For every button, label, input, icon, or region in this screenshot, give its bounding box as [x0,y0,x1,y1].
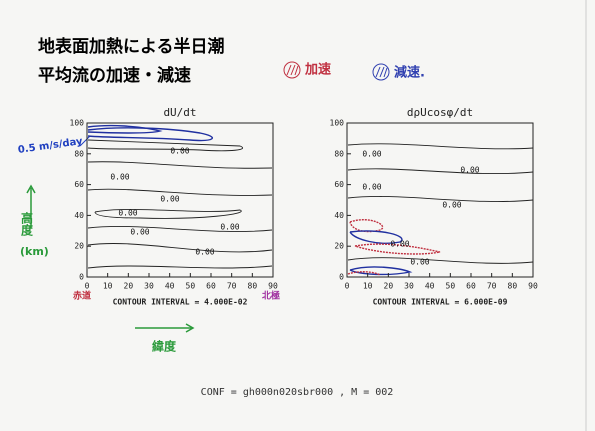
plot-title: dU/dt [163,106,196,119]
y-tick-label: 40 [334,211,344,220]
contour-label: 0.00 [390,240,409,249]
footer: CONF = gh000n020sbr000 , M = 002 [201,387,394,398]
x-tick-label: 20 [384,282,394,291]
x-tick-label: 90 [528,282,538,291]
note-arrow [79,135,91,147]
y-tick-label: 0 [79,273,84,282]
contour [87,124,163,134]
contour [347,143,534,150]
y-tick-label: 60 [334,180,344,189]
contour [87,226,273,232]
contour [87,139,243,152]
decel-symbol [372,63,390,81]
x-tick-label: 50 [186,282,196,291]
latitude-note: 緯度 [152,339,177,354]
x-tick-label: 30 [404,282,414,291]
contour [347,271,381,276]
x-tick-label: 80 [248,282,258,291]
x-tick-label: 0 [345,282,350,291]
x-tick-label: 60 [206,282,216,291]
height-unit: (km) [20,245,49,258]
y-tick-label: 60 [74,180,84,189]
y-tick-label: 80 [334,149,344,158]
contour-label: 0.00 [410,258,429,267]
contour [87,265,273,269]
contour [87,243,273,253]
contour-label: 0.00 [130,228,149,237]
accel-symbol [283,61,301,79]
equator-note: 赤道 [73,290,91,302]
contours [87,124,534,276]
contour [349,230,403,244]
x-tick-label: 70 [227,282,237,291]
contour-label: 0.00 [362,150,381,159]
plot-title: dρUcosφ/dt [407,106,473,119]
contour-label: 0.00 [170,147,189,156]
y-tick-label: 40 [74,211,84,220]
x-tick-label: 10 [363,282,373,291]
x-tick-label: 40 [425,282,435,291]
arrowhead [26,184,36,194]
contour-label: 0.00 [195,248,214,257]
contour-label: 0.00 [110,173,129,182]
contour [349,266,413,276]
x-tick-label: 70 [487,282,497,291]
height-note: 高度 [20,211,34,237]
y-tick-label: 100 [70,119,85,128]
y-tick-label: 20 [334,242,344,251]
contour-interval: CONTOUR INTERVAL = 6.000E-09 [373,298,508,307]
x-tick-label: 20 [124,282,134,291]
legend-accel: 加速 [304,62,331,78]
arrowhead [185,323,195,333]
contour-label: 0.00 [220,223,239,232]
contour [354,243,441,255]
y-tick-label: 100 [330,119,345,128]
contour-interval: CONTOUR INTERVAL = 4.000E-02 [113,298,248,307]
y-tick-label: 0 [339,273,344,282]
x-tick-label: 90 [268,282,278,291]
contour [347,196,534,202]
y-tick-label: 20 [74,242,84,251]
contour [87,161,273,169]
contour-label: 0.00 [118,209,137,218]
legend-decel: 減速. [394,65,425,81]
plot-frame [346,122,534,278]
contour-label: 0.00 [442,201,461,210]
contour [87,188,273,196]
pole-note: 北極 [262,290,280,302]
contour [87,127,213,142]
x-tick-label: 0 [85,282,90,291]
x-tick-label: 80 [508,282,518,291]
contour [347,168,534,175]
plot-frame [86,122,274,278]
x-tick-label: 50 [446,282,456,291]
contour [347,257,534,264]
x-tick-label: 30 [144,282,154,291]
contour-label: 0.00 [460,166,479,175]
hatch [286,64,299,76]
contour-label: 0.00 [160,195,179,204]
x-tick-label: 10 [103,282,113,291]
contour [94,208,242,219]
title-line: 地表面加熱による半日潮 [38,36,225,57]
contour [349,219,384,233]
contour-label: 0.00 [362,183,381,192]
title-line: 平均流の加速・減速 [38,65,191,86]
x-tick-label: 60 [466,282,476,291]
hatch [375,66,388,78]
x-tick-label: 40 [165,282,175,291]
y-tick-label: 80 [74,149,84,158]
